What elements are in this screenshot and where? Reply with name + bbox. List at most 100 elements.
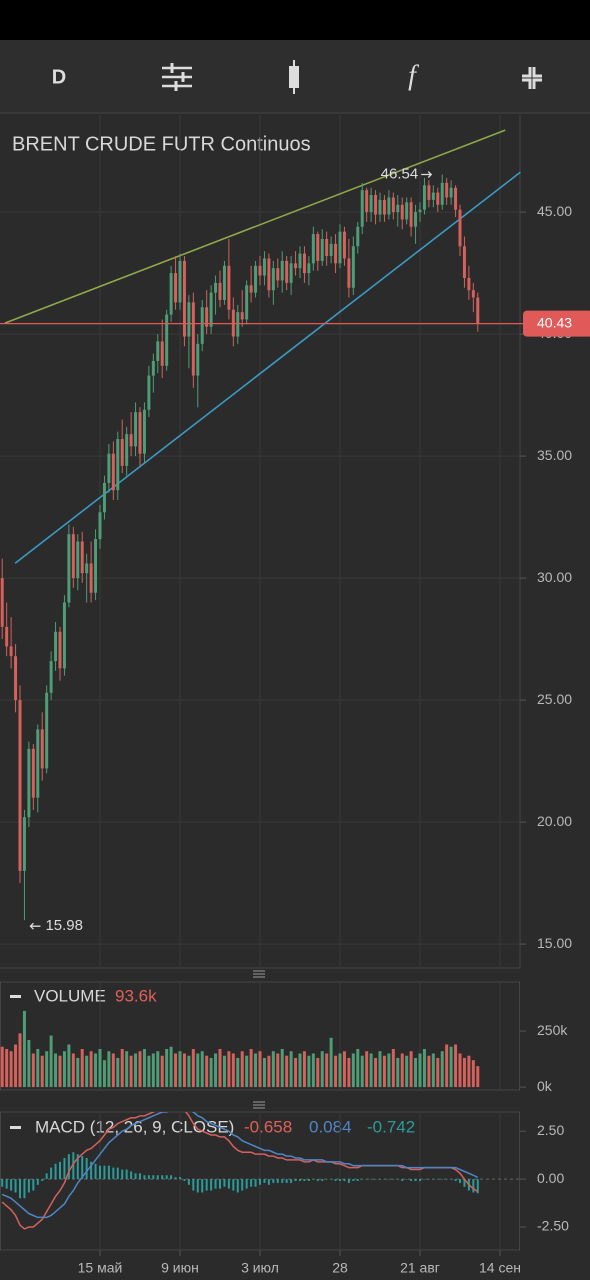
- volume-bar: [191, 1048, 195, 1088]
- volume-bar: [236, 1057, 240, 1088]
- volume-bar: [387, 1053, 391, 1088]
- volume-bar: [214, 1053, 218, 1088]
- chart-type-button[interactable]: [289, 60, 299, 94]
- volume-bar: [174, 1053, 178, 1088]
- volume-bar: [427, 1055, 431, 1088]
- volume-bar: [107, 1051, 111, 1088]
- histogram-bar: [321, 1179, 324, 1181]
- histogram-bar: [192, 1179, 195, 1191]
- x-tick-label: 15 май: [78, 1260, 123, 1276]
- candle-body: [240, 312, 244, 320]
- volume-bar: [85, 1055, 89, 1088]
- macd-line: [1, 1112, 479, 1219]
- volume-bar: [271, 1051, 275, 1088]
- volume-bar: [169, 1046, 173, 1088]
- volume-bar: [80, 1048, 84, 1088]
- histogram-bar: [347, 1179, 350, 1183]
- histogram-bar: [312, 1179, 315, 1180]
- candle-body: [378, 199, 382, 215]
- histogram-bar: [196, 1179, 199, 1193]
- histogram-bar: [343, 1179, 346, 1181]
- histogram-bar: [472, 1179, 475, 1193]
- histogram-bar: [405, 1179, 408, 1180]
- volume-bar: [414, 1057, 418, 1088]
- histogram-bar: [316, 1179, 319, 1181]
- settings-button[interactable]: [162, 63, 192, 91]
- candle-body: [45, 692, 49, 769]
- histogram-bar: [427, 1179, 430, 1180]
- volume-bar: [325, 1053, 329, 1088]
- histogram-bar: [210, 1179, 213, 1191]
- candle-body: [102, 482, 106, 513]
- volume-bar: [471, 1060, 475, 1088]
- histogram-bar: [54, 1163, 57, 1180]
- volume-bar: [329, 1037, 333, 1088]
- candle-body: [267, 258, 271, 291]
- layer: [0, 174, 480, 921]
- panel-handle[interactable]: [253, 1101, 265, 1109]
- panel-handle[interactable]: [253, 970, 265, 978]
- histogram-bar: [125, 1169, 128, 1180]
- histogram-bar: [285, 1179, 288, 1183]
- volume-bar: [18, 1033, 22, 1088]
- histogram-bar: [450, 1179, 453, 1180]
- volume-bar: [405, 1055, 409, 1088]
- candle-body: [222, 265, 226, 300]
- candle-body: [205, 307, 209, 327]
- histogram-bar: [361, 1179, 364, 1180]
- candle-body: [245, 285, 249, 320]
- candle-body: [54, 631, 58, 662]
- candle-body: [120, 439, 124, 466]
- volume-bar: [285, 1055, 289, 1088]
- functions-button[interactable]: f: [408, 60, 419, 91]
- volume-bar: [316, 1057, 320, 1088]
- volume-bar: [369, 1053, 373, 1088]
- volume-bar: [138, 1051, 142, 1088]
- candle-body: [142, 409, 146, 454]
- candle-body: [76, 541, 80, 579]
- volume-bar: [45, 1051, 49, 1088]
- y-tick-label: 35.00: [537, 447, 572, 463]
- collapse-volume[interactable]: [10, 995, 21, 998]
- candle-body: [449, 187, 453, 198]
- candle-body: [218, 282, 222, 300]
- volume-bar: [36, 1048, 40, 1088]
- candle-body: [129, 434, 133, 447]
- interval-button[interactable]: D: [52, 66, 66, 88]
- volume-bar: [254, 1053, 258, 1088]
- candle-body: [400, 204, 404, 220]
- collapse-button[interactable]: [522, 67, 542, 89]
- candle-body: [182, 260, 186, 337]
- histogram-bar: [107, 1165, 110, 1180]
- volume-bar: [160, 1055, 164, 1088]
- histogram-bar: [121, 1169, 124, 1180]
- histogram-bar: [365, 1179, 368, 1180]
- y-tick-label: 2.50: [537, 1122, 564, 1138]
- candle-body: [147, 375, 151, 410]
- volume-bar: [209, 1057, 213, 1088]
- histogram-bar: [179, 1177, 181, 1180]
- histogram-bar: [187, 1179, 190, 1185]
- volume-bar: [89, 1051, 93, 1088]
- volume-bar: [374, 1057, 378, 1088]
- volume-bar: [129, 1055, 133, 1088]
- volume-bar: [400, 1053, 404, 1088]
- candle-body: [342, 231, 346, 259]
- histogram-bar: [356, 1179, 359, 1181]
- histogram-bar: [85, 1158, 88, 1180]
- volume-bar: [231, 1053, 235, 1088]
- volume-title: VOLUME: [34, 986, 106, 1005]
- histogram-bar: [259, 1179, 261, 1185]
- collapse-macd[interactable]: [10, 1126, 21, 1129]
- histogram-bar: [139, 1173, 141, 1180]
- volume-bar: [196, 1053, 200, 1088]
- candle-body: [316, 234, 320, 261]
- candle-body: [360, 190, 364, 227]
- y-tick-label: 25.00: [537, 691, 572, 707]
- candle-body: [71, 534, 75, 579]
- histogram-bar: [1, 1179, 4, 1187]
- histogram-bar: [454, 1179, 457, 1181]
- volume-bar: [71, 1053, 75, 1088]
- histogram-bar: [379, 1179, 381, 1180]
